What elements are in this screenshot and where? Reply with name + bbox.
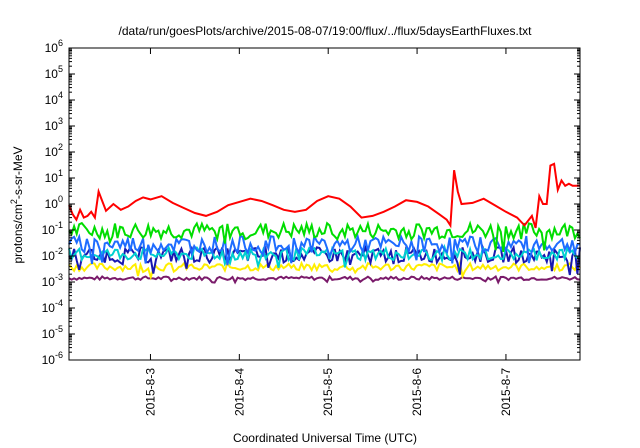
y-tick-label: 102	[45, 142, 63, 159]
y-tick-label: 10-4	[42, 298, 63, 315]
x-tick-label: 2015-8-4	[232, 368, 246, 416]
y-tick-label: 10-6	[42, 350, 63, 367]
x-tick-label: 2015-8-3	[143, 368, 157, 416]
series-line	[68, 232, 580, 266]
x-axis-label: Coordinated Universal Time (UTC)	[233, 431, 417, 445]
x-axis: 2015-8-3 2015-8-4 2015-8-5 2015-8-6 2015-8-7	[143, 48, 513, 416]
y-axis-label-prefix: protons/cm	[11, 204, 25, 263]
plot-area	[68, 47, 581, 361]
y-tick-label: 10-3	[42, 272, 63, 289]
y-tick-label: 106	[45, 38, 63, 55]
y-tick-label: 10-2	[42, 246, 63, 263]
series-line	[68, 243, 581, 270]
y-tick-label: 10-5	[42, 324, 63, 341]
y-axis-label-superscript: 2	[9, 199, 19, 204]
series-line	[68, 162, 580, 229]
y-tick-label: 100	[45, 194, 63, 211]
y-tick-label: 101	[45, 168, 63, 185]
y-axis: 10-6 10-5 10-4 10-3 10-2 10-1 100 101 102 103 104 1…	[42, 38, 580, 367]
y-tick-label: 104	[45, 90, 63, 107]
x-tick-label: 2015-8-5	[321, 368, 335, 416]
series-line	[68, 274, 581, 285]
series-line	[68, 259, 581, 281]
series-layer	[68, 162, 581, 285]
x-tick-label: 2015-8-7	[499, 368, 513, 416]
y-tick-label: 105	[45, 64, 63, 81]
y-axis-label-suffix: -s-sr-MeV	[11, 146, 25, 199]
y-tick-label: 10-1	[42, 220, 63, 237]
plot-frame	[68, 47, 581, 361]
series-line	[68, 219, 581, 253]
chart-title: /data/run/goesPlots/archive/2015-08-07/1…	[119, 24, 533, 38]
y-axis-label: protons/cm2-s-sr-MeV	[9, 146, 25, 263]
y-tick-label: 103	[45, 116, 63, 133]
x-tick-label: 2015-8-6	[410, 368, 424, 416]
